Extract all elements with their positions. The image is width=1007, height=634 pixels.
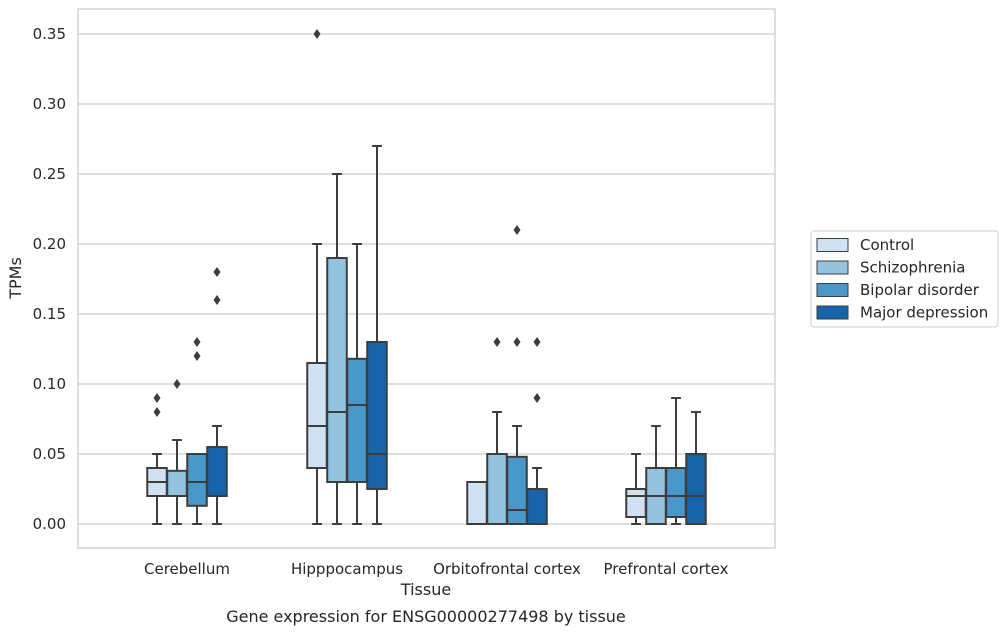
box-body [306,362,328,469]
box-body [366,341,388,490]
box [366,145,388,525]
box [346,243,368,525]
legend-swatch [816,305,849,320]
x-axis-ticks: Cerebellum Hipppocampus Orbitofrontal cort… [144,560,729,578]
box-body [466,481,488,525]
y-tick-label: 0.25 [33,165,66,183]
outlier-marker [173,379,181,389]
box-body [206,446,228,497]
box-body [326,257,348,483]
box-body [685,453,707,525]
y-axis-title: TPMs [6,257,25,300]
box-body [186,453,208,507]
legend-label: Major depression [860,304,988,322]
legend-label: Control [860,236,914,254]
box-body [665,467,687,518]
outlier-marker [513,225,521,235]
y-tick-label: 0.10 [33,375,66,393]
legend-swatch [816,283,849,297]
box-body [625,488,647,518]
outlier-marker [313,29,321,39]
box-body [166,469,188,497]
gridlines [78,33,775,525]
outlier-marker [513,337,521,347]
series-schizophrenia [166,173,667,525]
series-bipolar-disorder [186,225,687,525]
legend: Control Schizophrenia Bipolar disorder Majo… [810,230,999,328]
y-tick-label: 0.05 [33,445,66,463]
box [685,411,707,525]
x-tick-label: Hipppocampus [291,560,403,578]
box [645,425,667,525]
x-tick-label: Prefrontal cortex [604,560,729,578]
legend-frame [810,230,999,328]
series-control [146,29,647,525]
y-tick-label: 0.35 [33,25,66,43]
outlier-marker [153,393,161,403]
box-body [506,455,528,525]
y-tick-label: 0.15 [33,305,66,323]
box [146,393,168,525]
box [526,337,548,525]
box-body [526,488,548,525]
box [166,379,188,525]
box-body [486,453,508,525]
box [486,337,508,525]
box [506,225,528,525]
box-body [346,357,368,483]
outlier-marker [213,267,221,277]
y-axis-ticks: 0.00 0.05 0.10 0.15 0.20 0.25 0.30 0.35 [33,25,66,533]
box [326,173,348,525]
y-tick-label: 0.20 [33,235,66,253]
box [306,29,328,525]
outlier-marker [193,351,201,361]
box [665,397,687,525]
series-major-depression [206,145,707,525]
outlier-marker [533,337,541,347]
y-tick-label: 0.00 [33,515,66,533]
legend-label: Schizophrenia [860,259,965,277]
chart-caption: Gene expression for ENSG00000277498 by t… [226,607,626,626]
y-tick-label: 0.30 [33,95,66,113]
plot-area-frame [77,8,776,549]
box [625,453,647,525]
outlier-marker [153,407,161,417]
box-groups [146,29,707,525]
legend-label: Bipolar disorder [860,281,980,299]
legend-swatch [816,260,849,275]
box [206,267,228,525]
x-tick-label: Cerebellum [144,560,230,578]
outlier-marker [193,337,201,347]
box [466,481,488,525]
legend-swatch [816,238,849,252]
x-axis-title: Tissue [400,580,451,599]
x-tick-label: Orbitofrontal cortex [433,560,581,578]
outlier-marker [533,393,541,403]
outlier-marker [213,295,221,305]
outlier-marker [493,337,501,347]
box [186,337,208,525]
